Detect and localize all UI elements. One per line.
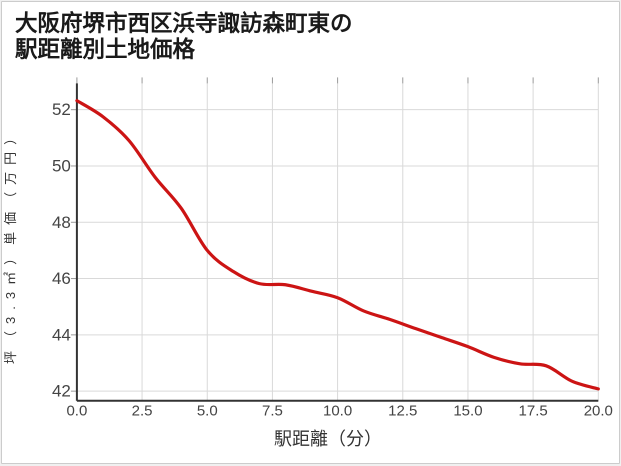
svg-text:48: 48 xyxy=(52,213,71,232)
svg-text:17.5: 17.5 xyxy=(519,402,548,419)
svg-text:42: 42 xyxy=(52,382,71,401)
svg-text:0.0: 0.0 xyxy=(66,402,87,419)
svg-text:46: 46 xyxy=(52,269,71,288)
svg-text:2.5: 2.5 xyxy=(132,402,153,419)
svg-text:44: 44 xyxy=(52,325,71,344)
svg-text:12.5: 12.5 xyxy=(388,402,417,419)
svg-text:50: 50 xyxy=(52,156,71,175)
svg-text:7.5: 7.5 xyxy=(262,402,283,419)
svg-text:20.0: 20.0 xyxy=(584,402,613,419)
svg-text:10.0: 10.0 xyxy=(323,402,352,419)
svg-text:15.0: 15.0 xyxy=(453,402,482,419)
svg-text:52: 52 xyxy=(52,100,71,119)
svg-text:5.0: 5.0 xyxy=(197,402,218,419)
